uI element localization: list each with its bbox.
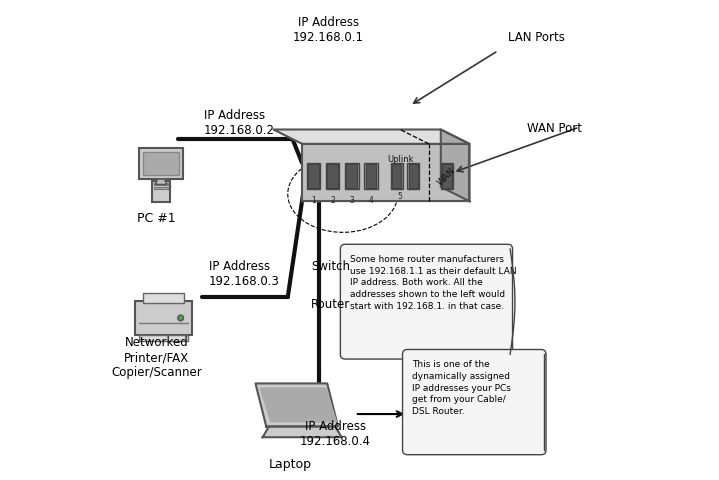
FancyBboxPatch shape: [154, 188, 168, 190]
Text: PC #1: PC #1: [137, 211, 175, 224]
FancyBboxPatch shape: [403, 350, 546, 455]
Text: IP Address
192.168.0.1: IP Address 192.168.0.1: [293, 16, 364, 44]
FancyBboxPatch shape: [143, 293, 183, 303]
FancyBboxPatch shape: [442, 165, 452, 189]
FancyBboxPatch shape: [134, 301, 192, 336]
Polygon shape: [155, 180, 167, 185]
FancyBboxPatch shape: [366, 165, 376, 189]
Text: Laptop: Laptop: [269, 457, 311, 470]
Polygon shape: [273, 130, 470, 144]
FancyBboxPatch shape: [392, 165, 401, 189]
Text: 2: 2: [330, 196, 335, 204]
Text: Switch: Switch: [311, 259, 350, 272]
Text: LAN Ports: LAN Ports: [508, 31, 564, 44]
Text: 3: 3: [349, 196, 354, 204]
Text: IP Address
192.168.0.2: IP Address 192.168.0.2: [204, 109, 275, 137]
FancyBboxPatch shape: [143, 152, 179, 176]
Polygon shape: [262, 427, 342, 437]
FancyBboxPatch shape: [307, 164, 320, 190]
FancyBboxPatch shape: [441, 164, 453, 190]
FancyBboxPatch shape: [408, 164, 419, 190]
Text: Networked
Printer/FAX
Copier/Scanner: Networked Printer/FAX Copier/Scanner: [111, 336, 201, 378]
Polygon shape: [441, 130, 470, 202]
FancyBboxPatch shape: [408, 165, 418, 189]
FancyBboxPatch shape: [152, 185, 170, 187]
FancyBboxPatch shape: [327, 165, 338, 189]
Text: WAN: WAN: [436, 166, 457, 188]
FancyBboxPatch shape: [139, 149, 183, 180]
Text: Uplink: Uplink: [387, 154, 413, 163]
Text: WAN Port: WAN Port: [527, 121, 582, 134]
FancyBboxPatch shape: [390, 164, 403, 190]
Polygon shape: [255, 384, 338, 427]
FancyBboxPatch shape: [152, 181, 170, 203]
FancyBboxPatch shape: [308, 165, 319, 189]
Polygon shape: [260, 388, 336, 422]
Polygon shape: [302, 144, 470, 202]
Text: Some home router manufacturers
use 192.168.1.1 as their default LAN
IP address. : Some home router manufacturers use 192.1…: [350, 254, 516, 311]
FancyBboxPatch shape: [139, 336, 188, 342]
FancyBboxPatch shape: [326, 164, 339, 190]
Circle shape: [178, 315, 183, 321]
Text: IP Address
192.168.0.4: IP Address 192.168.0.4: [300, 419, 371, 447]
FancyBboxPatch shape: [365, 164, 377, 190]
Text: 4: 4: [369, 196, 373, 204]
Text: 5: 5: [398, 192, 403, 201]
Text: IP Address
192.168.0.3: IP Address 192.168.0.3: [209, 259, 280, 288]
Text: Router: Router: [311, 297, 350, 310]
FancyBboxPatch shape: [154, 184, 168, 186]
Text: 1: 1: [311, 196, 316, 204]
Text: This is one of the
dynamically assigned
IP addresses your PCs
get from your Cabl: This is one of the dynamically assigned …: [412, 360, 511, 415]
FancyBboxPatch shape: [345, 164, 359, 190]
FancyBboxPatch shape: [347, 165, 357, 189]
FancyBboxPatch shape: [340, 245, 513, 360]
